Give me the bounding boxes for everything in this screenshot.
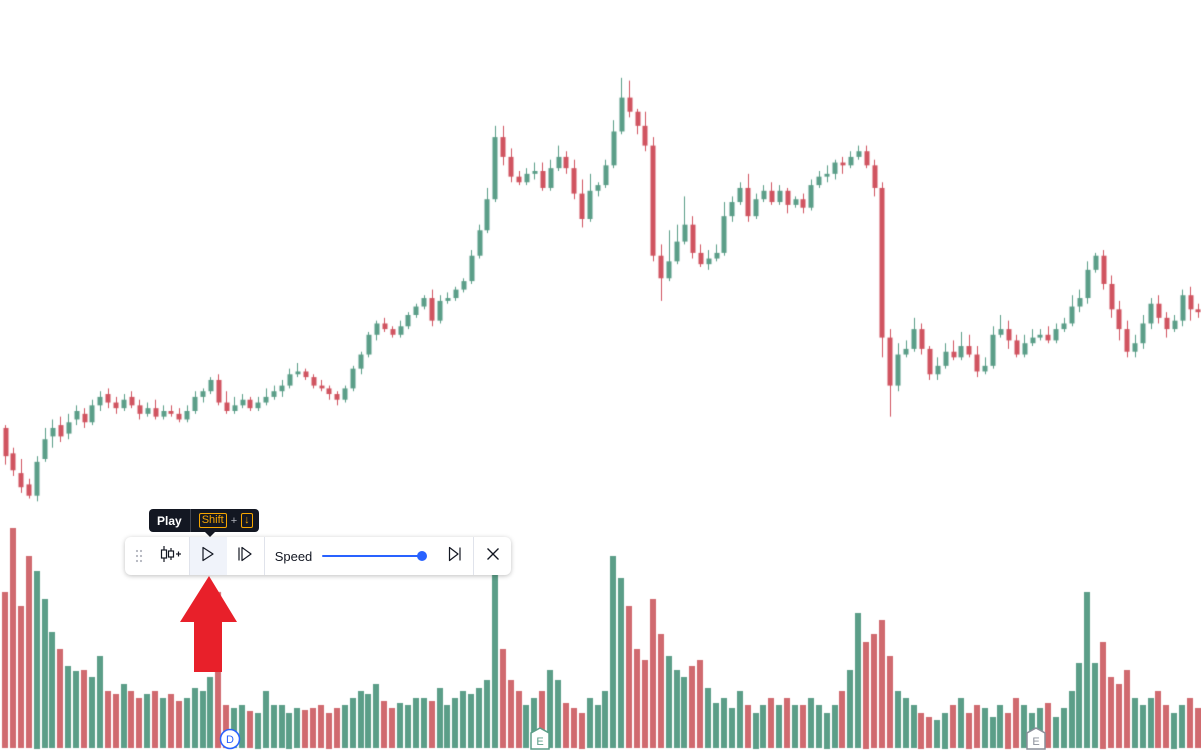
close-icon xyxy=(486,547,500,566)
tooltip-pointer xyxy=(205,532,215,537)
earnings-marker[interactable]: E xyxy=(1025,727,1047,755)
earnings-marker-label: E xyxy=(536,736,543,748)
red-arrow-annotation xyxy=(180,576,238,677)
play-button[interactable] xyxy=(190,537,227,575)
drag-handle-icon[interactable] xyxy=(125,537,152,575)
replay-toolbar: Speed xyxy=(125,537,511,575)
speed-control: Speed xyxy=(265,537,437,575)
toolbar-divider xyxy=(189,537,190,575)
earnings-marker-label: E xyxy=(1032,736,1039,748)
play-tooltip: Play Shift + ↓ xyxy=(149,509,259,537)
speed-label: Speed xyxy=(274,548,313,564)
step-forward-button[interactable] xyxy=(227,537,264,575)
tooltip-shortcut: Shift + ↓ xyxy=(191,513,259,528)
jump-to-realtime-icon xyxy=(448,546,462,567)
dividend-marker-label: D xyxy=(226,734,234,746)
step-forward-icon xyxy=(237,546,253,567)
tooltip-divider xyxy=(189,509,191,532)
speed-slider-thumb[interactable] xyxy=(417,551,428,561)
shortcut-key-arrow-down: ↓ xyxy=(241,513,253,528)
shortcut-key-shift: Shift xyxy=(198,513,227,528)
select-bar-button[interactable] xyxy=(152,537,189,575)
speed-slider[interactable] xyxy=(322,551,428,561)
jump-to-realtime-button[interactable] xyxy=(436,537,473,575)
close-replay-button[interactable] xyxy=(474,537,511,575)
tooltip-label: Play xyxy=(157,513,182,528)
shortcut-plus: + xyxy=(230,514,238,527)
select-bar-icon xyxy=(160,545,182,568)
dividend-marker[interactable]: D xyxy=(219,728,241,755)
earnings-marker[interactable]: E xyxy=(529,727,551,755)
toolbar-divider xyxy=(263,537,265,575)
play-icon xyxy=(201,546,215,567)
toolbar-divider xyxy=(473,537,475,575)
